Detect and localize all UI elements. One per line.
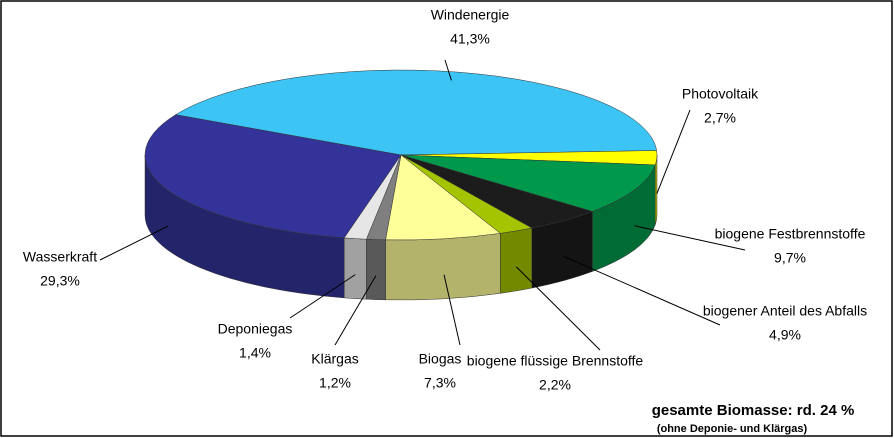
annotation: (ohne Deponie- und Klärgas): [657, 423, 808, 435]
leader-line: [444, 59, 452, 81]
value-label: 1,4%: [239, 345, 271, 361]
leader-line: [289, 274, 356, 319]
slice-label: biogene flüssige Brennstoffe: [467, 353, 644, 369]
slice-label: Wasserkraft: [23, 249, 97, 265]
leader-line: [515, 266, 601, 351]
slice-label: Photovoltaik: [682, 86, 759, 102]
slice-side: [655, 154, 658, 226]
leader-line: [443, 274, 461, 346]
leader-line: [634, 225, 746, 251]
value-label: 2,7%: [704, 110, 736, 126]
annotation: gesamte Biomasse: rd. 24 %: [652, 402, 855, 419]
slice: [174, 69, 657, 156]
slice: [144, 114, 402, 239]
slice: [385, 154, 501, 241]
leader-line: [656, 109, 691, 194]
slice-label: biogene Festbrennstoffe: [715, 226, 866, 242]
slice: [400, 154, 656, 212]
value-label: 2,2%: [539, 377, 571, 393]
leader-line: [563, 256, 721, 326]
leader-line: [334, 275, 377, 346]
value-label: 1,2%: [319, 375, 351, 391]
value-label: 41,3%: [450, 31, 490, 47]
value-label: 9,7%: [774, 250, 806, 266]
value-label: 29,3%: [40, 273, 80, 289]
slice-label: Biogas: [419, 351, 462, 367]
value-label: 7,3%: [424, 375, 456, 391]
value-label: 4,9%: [769, 327, 801, 343]
slice-side: [343, 237, 367, 300]
slice-side: [500, 227, 533, 294]
slice-side: [385, 233, 501, 301]
leader-line: [99, 225, 169, 261]
slice-label: Deponiegas: [218, 321, 293, 337]
slice-label: Windenergie: [431, 7, 510, 23]
slice-side: [366, 238, 386, 301]
slice-label: biogener Anteil des Abfalls: [703, 303, 867, 319]
slice-label: Klärgas: [311, 351, 358, 367]
